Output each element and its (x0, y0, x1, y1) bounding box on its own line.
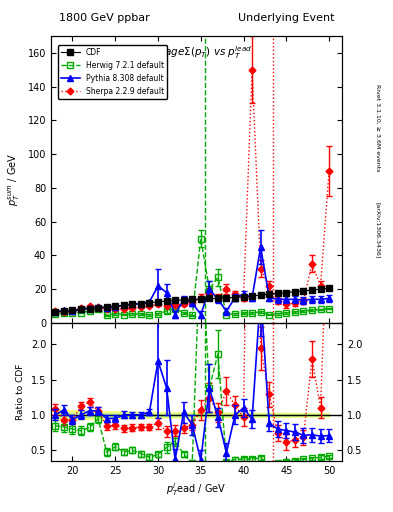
Text: 1800 GeV ppbar: 1800 GeV ppbar (59, 13, 150, 23)
Text: Average$\Sigma(p_T)$ vs $p_T^{lead}$: Average$\Sigma(p_T)$ vs $p_T^{lead}$ (140, 45, 253, 61)
Text: [arXiv:1306.3436]: [arXiv:1306.3436] (375, 202, 380, 259)
Y-axis label: $p_T^{sum}$ / GeV: $p_T^{sum}$ / GeV (7, 153, 22, 206)
Y-axis label: Ratio to CDF: Ratio to CDF (16, 364, 25, 420)
Text: Underlying Event: Underlying Event (237, 13, 334, 23)
X-axis label: $p_T^{l}$ead / GeV: $p_T^{l}$ead / GeV (166, 481, 227, 498)
Legend: CDF, Herwig 7.2.1 default, Pythia 8.308 default, Sherpa 2.2.9 default: CDF, Herwig 7.2.1 default, Pythia 8.308 … (58, 46, 167, 99)
Text: Rivet 3.1.10, ≥ 3.6M events: Rivet 3.1.10, ≥ 3.6M events (375, 84, 380, 172)
